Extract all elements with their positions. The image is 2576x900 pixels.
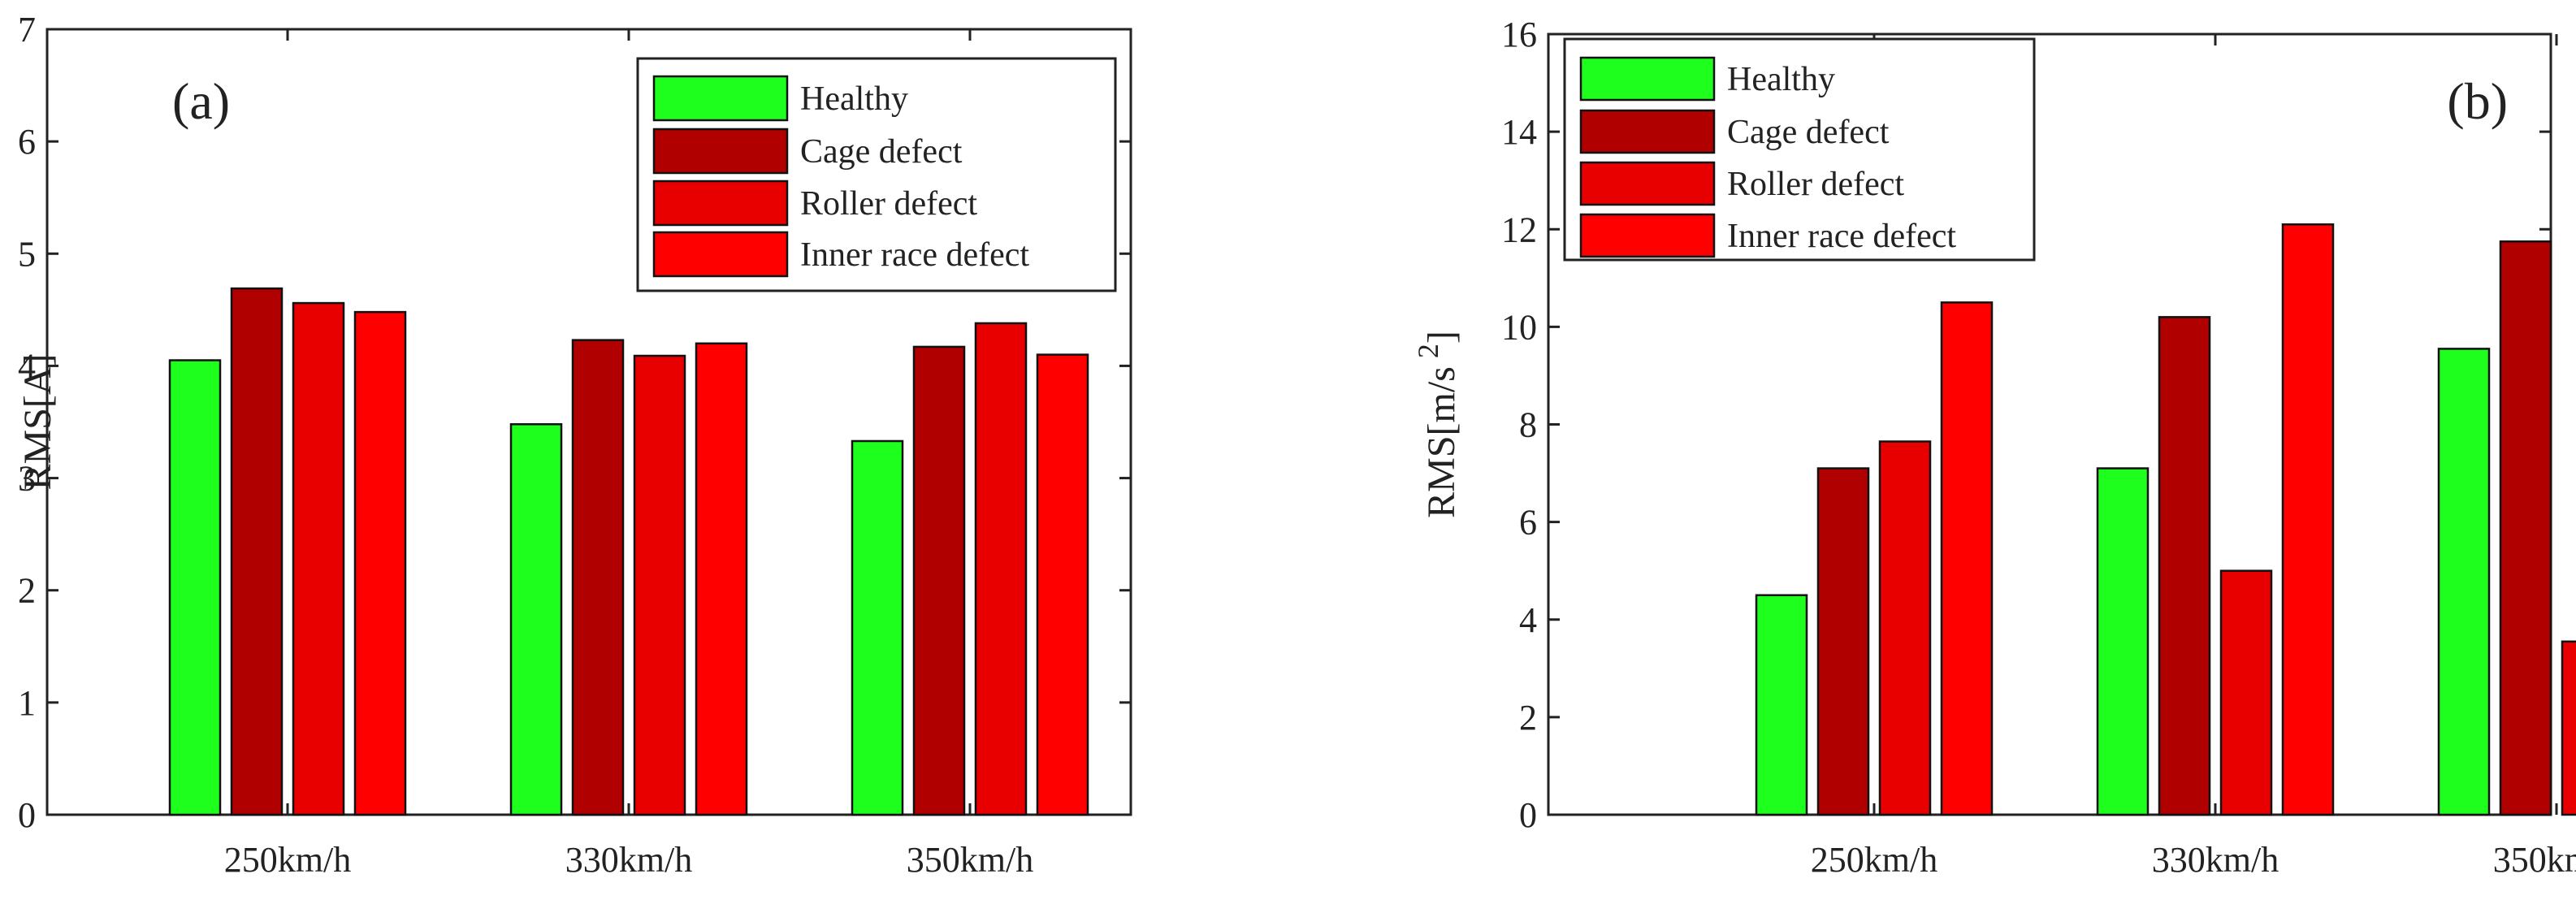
bar-roller-defect — [1878, 440, 1932, 816]
y-tick-label: 0 — [1519, 795, 1537, 835]
bar-inner-race-defect — [695, 342, 748, 816]
y-tick-label: 2 — [1519, 698, 1537, 738]
legend-swatch — [652, 180, 789, 227]
bar-healthy — [851, 439, 904, 816]
x-tick-label: 330km/h — [2152, 840, 2279, 880]
legend-label: Roller defect — [800, 185, 977, 223]
chart-a: 0 1 2 3 4 5 6 7 250km/h 330km/h 350km/h RMS[A] (a) He… — [16, 10, 1132, 880]
bar-healthy — [168, 359, 222, 816]
y-tick-label: 16 — [1501, 15, 1537, 54]
y-tick-label: 6 — [18, 122, 36, 162]
bar-inner-race-defect — [353, 310, 407, 816]
x-tick-label: 350km/h — [907, 840, 1033, 880]
legend-swatch — [652, 128, 789, 175]
bar-roller-defect — [974, 322, 1028, 816]
chart-b: 0 2 4 6 8 10 12 14 16 250km/h 330km/h 350km/h RMS[m/… — [1412, 15, 2576, 880]
y-tick-label: 6 — [1519, 503, 1537, 543]
legend-swatch — [1579, 161, 1716, 206]
bar-inner-race-defect — [1036, 353, 1089, 816]
y-tick-label: 4 — [1519, 600, 1537, 640]
legend-swatch — [652, 75, 789, 122]
bar-healthy — [2437, 348, 2491, 816]
bar-roller-defect — [2561, 640, 2576, 816]
legend-label: Healthy — [1727, 61, 1835, 98]
legend-label: Inner race defect — [1727, 218, 1956, 255]
legend-swatch — [652, 231, 789, 278]
y-tick-label: 0 — [18, 795, 36, 835]
x-tick-label: 330km/h — [565, 840, 692, 880]
legend-label: Healthy — [800, 80, 908, 118]
y-tick-label: 7 — [18, 10, 36, 50]
x-tick-label: 250km/h — [224, 840, 351, 880]
legend-label: Cage defect — [1727, 114, 1890, 151]
x-tick-label: 250km/h — [1811, 840, 1937, 880]
legend-label: Cage defect — [800, 133, 963, 171]
y-axis-label-main: RMS[m/s — [1420, 366, 1463, 518]
bar-cage-defect — [230, 287, 284, 816]
bar-roller-defect — [633, 354, 686, 816]
y-tick-label: 10 — [1501, 307, 1537, 347]
bar-healthy — [1755, 594, 1808, 816]
panel-label: (a) — [172, 72, 230, 130]
bar-cage-defect — [912, 345, 966, 816]
bar-cage-defect — [1816, 467, 1870, 816]
x-tick-label: 350km/h — [2493, 840, 2576, 880]
y-tick-label: 4 — [18, 346, 36, 386]
bar-roller-defect — [2219, 569, 2273, 816]
legend-label: Roller defect — [1727, 166, 1904, 203]
bar-inner-race-defect — [2281, 223, 2335, 816]
y-tick-label: 14 — [1501, 112, 1537, 152]
bar-healthy — [509, 423, 563, 816]
y-tick-label: 8 — [1519, 405, 1537, 445]
y-axis-label-main: RMS[A] — [16, 353, 59, 490]
legend-label: Inner race defect — [800, 236, 1029, 274]
y-axis-label-superscript: 2 — [1412, 344, 1444, 358]
y-tick-label: 12 — [1501, 210, 1537, 249]
bar-cage-defect — [2499, 240, 2552, 816]
y-tick-label: 1 — [18, 683, 36, 723]
panel-label: (b) — [2447, 72, 2508, 130]
y-axis-label: RMS[A] — [16, 353, 59, 490]
y-axis-label-close: ] — [1420, 331, 1463, 344]
y-tick-label: 2 — [18, 571, 36, 611]
bar-healthy — [2096, 467, 2150, 816]
bar-roller-defect — [292, 301, 345, 816]
bar-inner-race-defect — [1940, 301, 1994, 816]
y-axis-label: RMS[m/s 2] — [1412, 331, 1463, 518]
bar-cage-defect — [2158, 316, 2211, 816]
legend-swatch — [1579, 109, 1716, 154]
y-tick-label: 5 — [18, 234, 36, 274]
bar-cage-defect — [571, 339, 625, 816]
legend-swatch — [1579, 56, 1716, 102]
y-tick-label: 3 — [18, 459, 36, 499]
legend-swatch — [1579, 213, 1716, 258]
